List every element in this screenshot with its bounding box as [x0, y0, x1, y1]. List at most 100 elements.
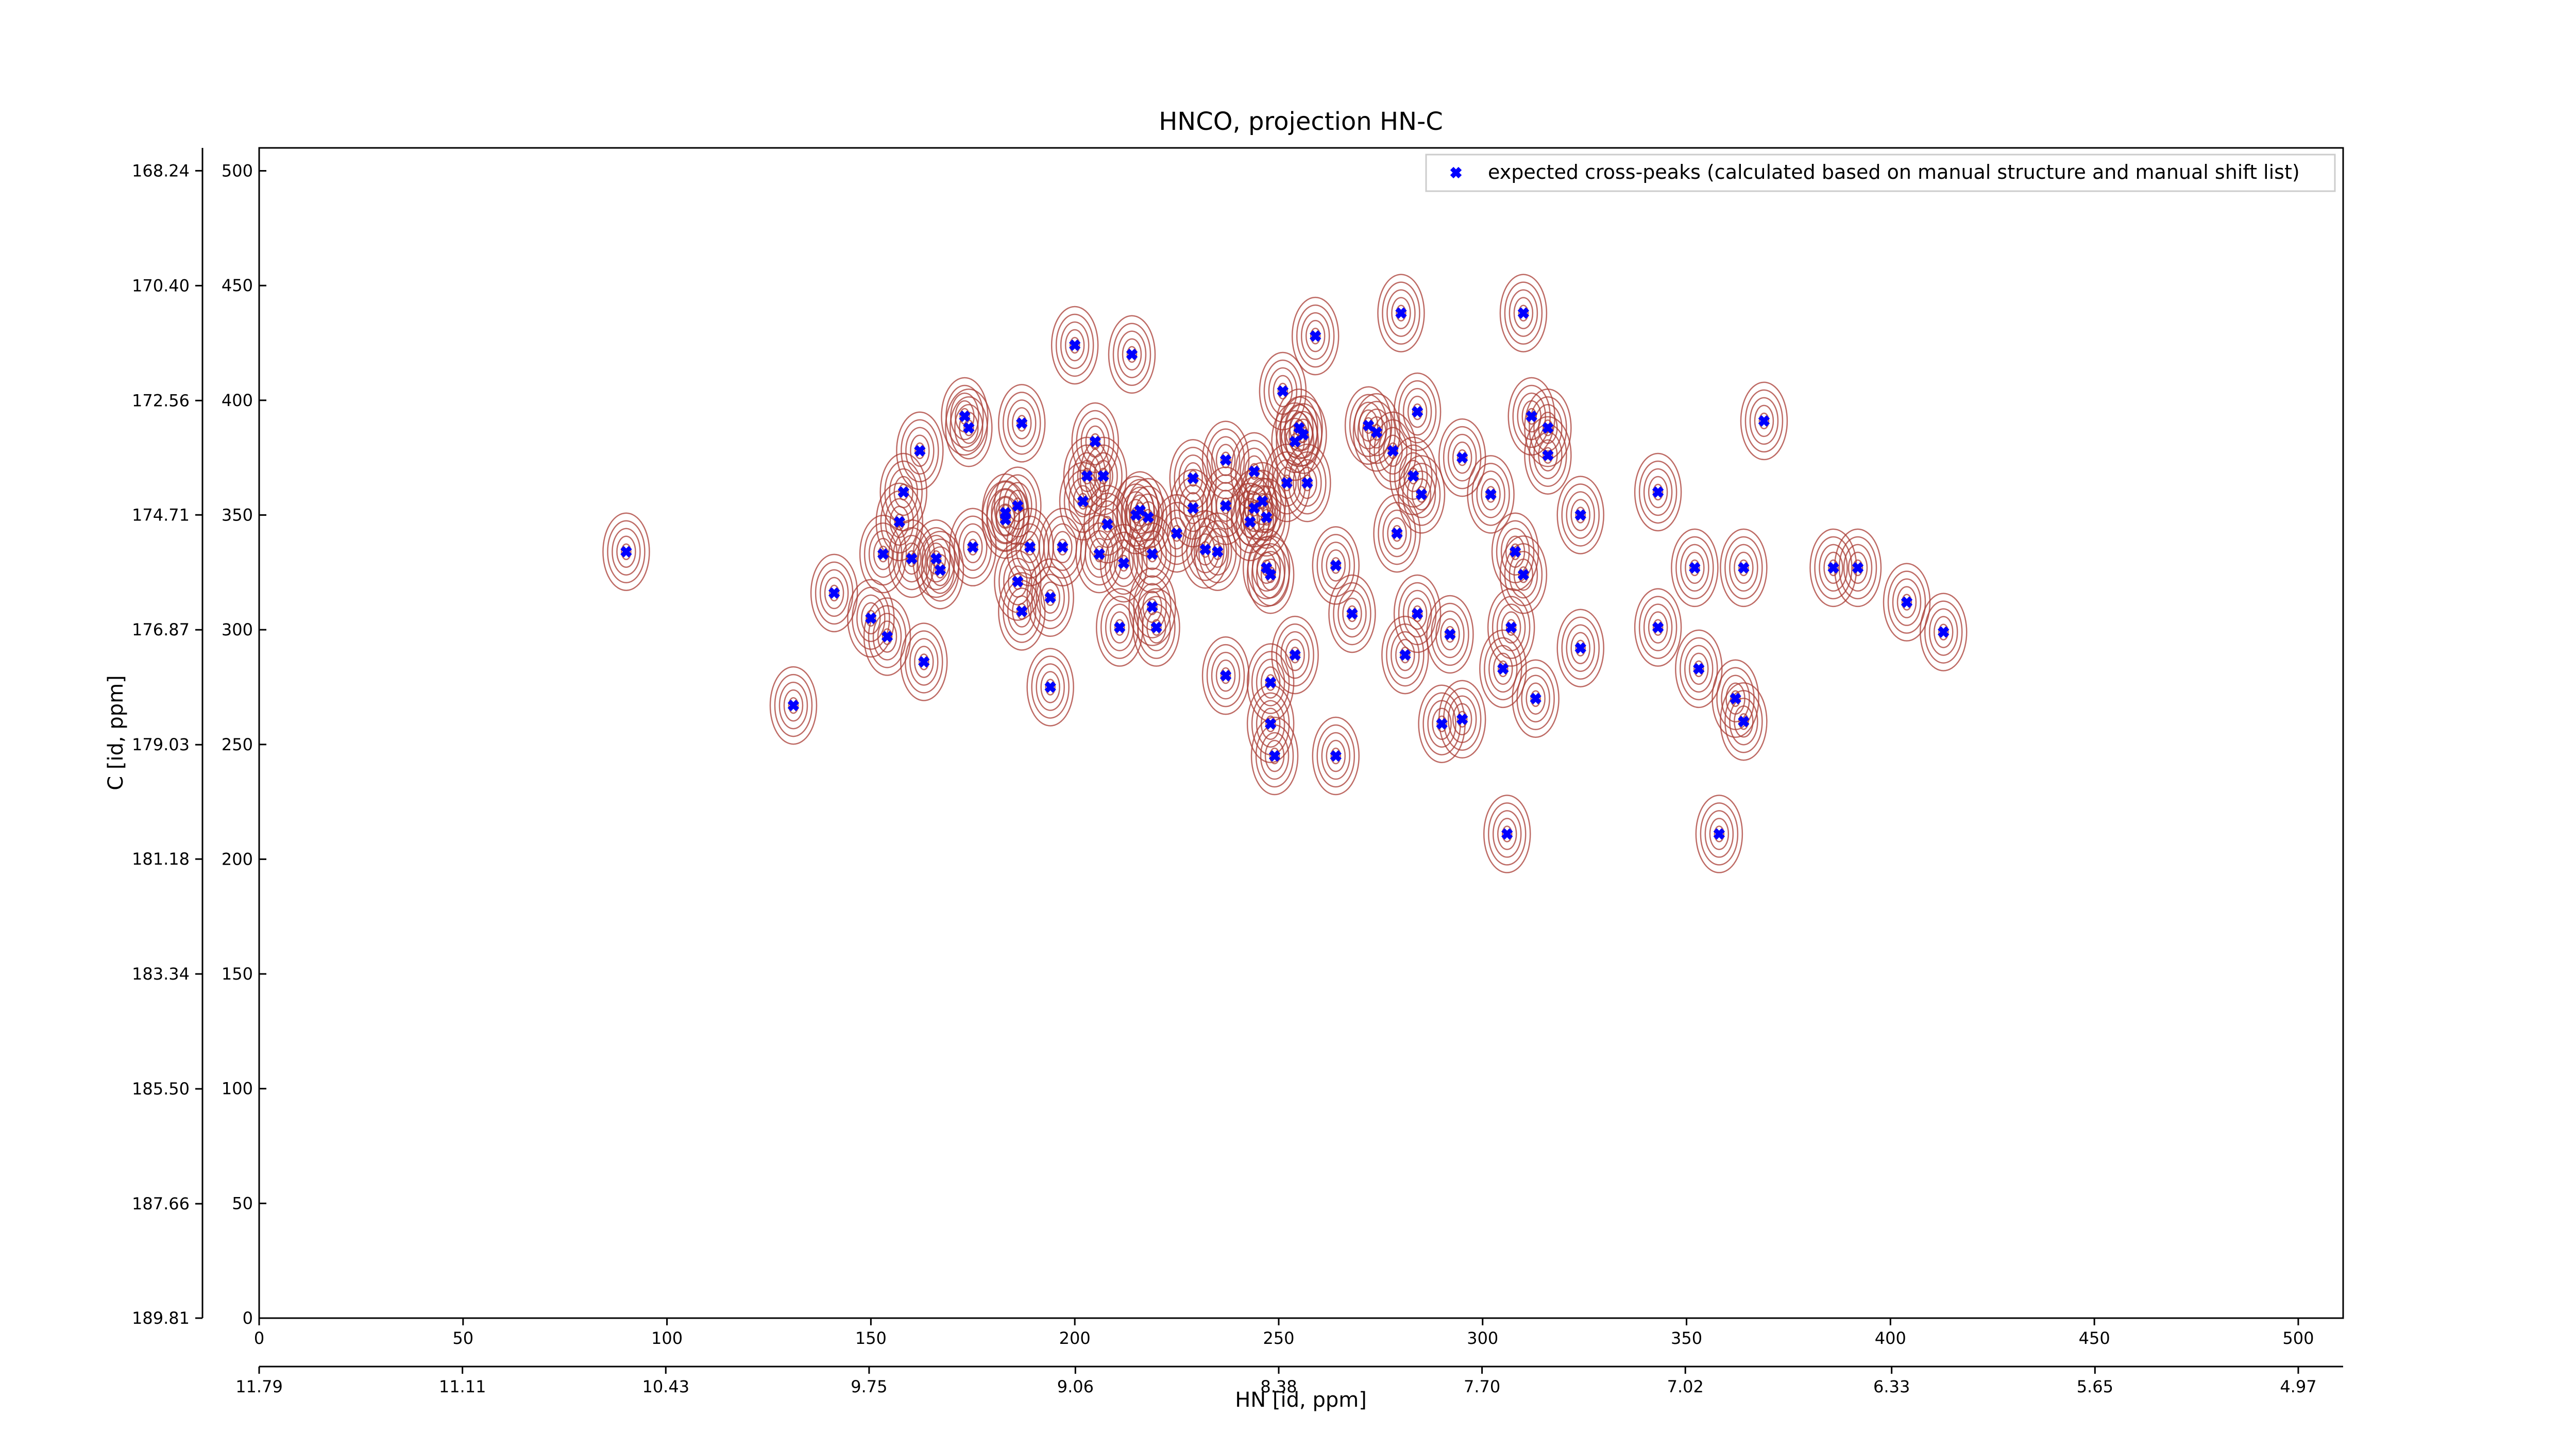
contour — [1344, 386, 1393, 465]
contour — [1561, 616, 1600, 680]
contour — [1117, 330, 1147, 379]
y2-tick-label: 168.24 — [132, 161, 190, 180]
cross-peak — [1827, 562, 1839, 574]
contour — [1146, 611, 1166, 644]
contour — [1063, 436, 1111, 516]
cross-peak — [1297, 429, 1309, 441]
contour — [1509, 550, 1538, 599]
contour — [1500, 528, 1530, 576]
contour — [616, 535, 636, 568]
contour — [1206, 644, 1245, 707]
contour — [994, 466, 1042, 545]
contour — [1671, 528, 1719, 608]
contour — [945, 389, 993, 467]
cross-peak — [1652, 621, 1664, 633]
contour — [1352, 393, 1401, 472]
cross-peak — [1517, 307, 1530, 319]
contour — [1729, 544, 1758, 592]
contour — [1183, 462, 1203, 495]
contour — [1108, 315, 1156, 394]
contour — [1045, 679, 1056, 696]
contour — [1212, 543, 1223, 560]
contour — [1533, 431, 1563, 479]
cross-peak — [1444, 628, 1456, 641]
contour — [1256, 659, 1285, 706]
contour — [914, 442, 925, 460]
contour — [1271, 402, 1319, 481]
contour — [612, 528, 641, 576]
cross-peak — [999, 507, 1011, 519]
cross-peak — [1542, 422, 1554, 434]
y-tick-label: 200 — [222, 849, 253, 869]
contour — [1063, 469, 1103, 533]
contour — [778, 681, 808, 730]
cross-peak — [1526, 410, 1537, 423]
contour — [1036, 663, 1065, 711]
contour — [1471, 463, 1510, 526]
x2-tick-label: 10.43 — [642, 1377, 689, 1396]
contour — [998, 572, 1046, 651]
contour — [1412, 605, 1423, 622]
cross-peak — [865, 612, 877, 625]
contour — [847, 579, 895, 658]
contour — [1171, 525, 1182, 542]
contour — [1883, 563, 1931, 642]
cross-peak — [1938, 626, 1950, 638]
contour — [1260, 732, 1290, 780]
cross-peak — [877, 548, 889, 560]
contour — [1391, 631, 1420, 679]
contour — [1502, 825, 1513, 843]
contour — [1098, 467, 1109, 485]
contour — [1933, 616, 1954, 648]
contour — [1447, 433, 1477, 482]
x2-tick-label: 4.97 — [2280, 1377, 2316, 1396]
contour — [901, 419, 939, 483]
contour — [1518, 305, 1529, 322]
x-tick-label: 100 — [651, 1328, 683, 1348]
contour — [1109, 611, 1130, 644]
x-tick-label: 450 — [2079, 1328, 2110, 1348]
contour — [621, 543, 632, 560]
contour — [1116, 471, 1164, 550]
y2-tick-label: 179.03 — [132, 735, 190, 754]
contour — [1758, 412, 1770, 430]
contour — [1280, 631, 1310, 679]
contour — [1310, 327, 1321, 345]
contour — [1007, 587, 1037, 635]
cross-peak — [1693, 663, 1705, 675]
contour — [1445, 626, 1455, 643]
contour — [1493, 810, 1522, 858]
contour — [1504, 281, 1543, 345]
contour — [1246, 535, 1295, 614]
contour — [981, 473, 1029, 552]
contour — [1416, 486, 1427, 503]
contour — [950, 392, 979, 441]
contour — [1648, 476, 1668, 509]
cross-peak — [1057, 541, 1069, 553]
contour — [954, 404, 984, 452]
contour — [1251, 543, 1290, 606]
cross-peak — [1268, 750, 1281, 762]
contour — [1892, 578, 1922, 626]
y-tick-label: 250 — [222, 735, 253, 754]
y2-tick-label: 176.87 — [132, 620, 190, 639]
contour — [1215, 490, 1236, 522]
legend: expected cross-peaks (calculated based o… — [1425, 154, 2336, 192]
contour — [885, 498, 914, 546]
contour — [1695, 795, 1743, 873]
cross-peak — [963, 422, 975, 434]
contour — [893, 476, 913, 509]
contour — [1263, 359, 1302, 423]
contour — [892, 527, 931, 591]
cross-peak — [1411, 608, 1423, 620]
contour — [1162, 509, 1192, 558]
contour — [1407, 395, 1428, 428]
contour — [1426, 595, 1474, 674]
contour — [1529, 396, 1567, 460]
contour — [1378, 427, 1408, 475]
cross-peak — [1738, 716, 1750, 728]
contour — [1684, 645, 1714, 693]
contour — [1007, 399, 1037, 447]
contour — [1823, 551, 1843, 584]
contour — [1689, 559, 1700, 577]
